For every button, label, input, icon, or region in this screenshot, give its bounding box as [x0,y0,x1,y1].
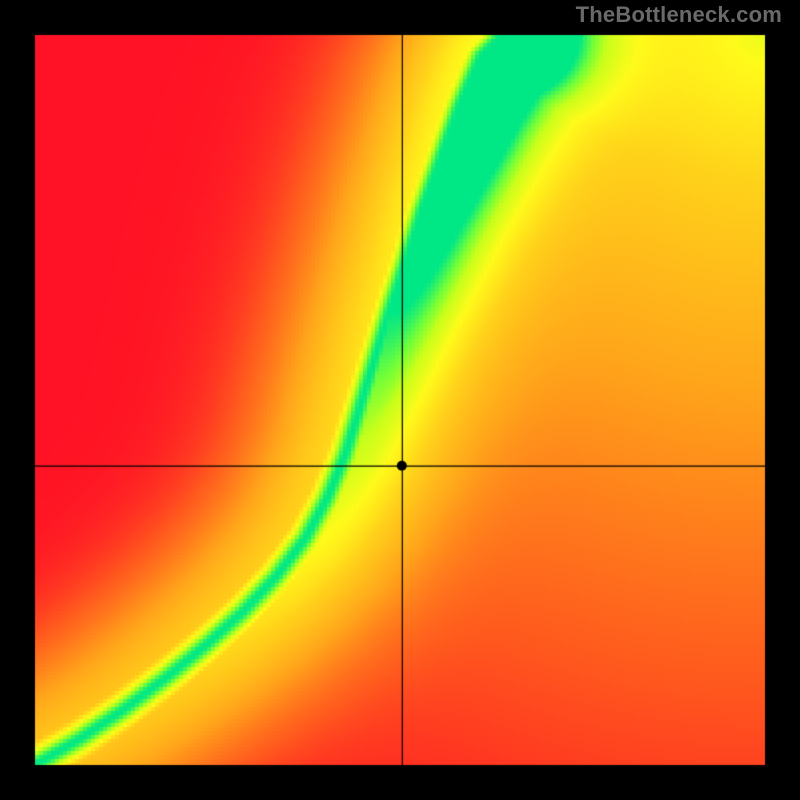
chart-container: TheBottleneck.com [0,0,800,800]
watermark-text: TheBottleneck.com [576,2,782,28]
bottleneck-heatmap [0,0,800,800]
